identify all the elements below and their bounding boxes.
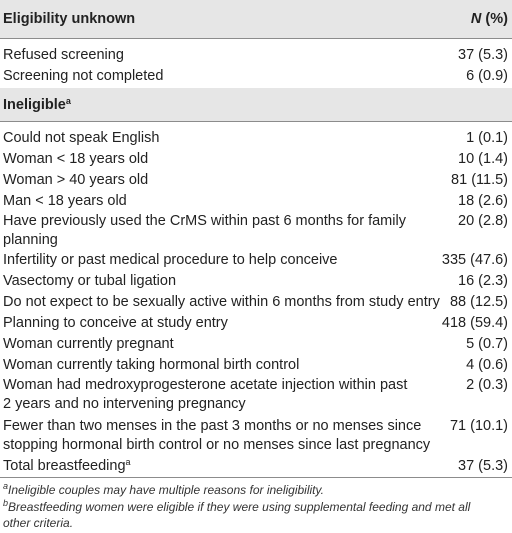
row-value: 81 (11.5) [451, 172, 508, 188]
row-label-cont: planning [3, 232, 58, 248]
row-label: Woman currently pregnant [3, 336, 174, 352]
row-label: Man < 18 years old [3, 193, 127, 209]
bottom-rule [0, 477, 512, 478]
row-label: Planning to conceive at study entry [3, 315, 228, 331]
row-value: 1 (0.1) [466, 130, 508, 146]
row-label: Refused screening [3, 47, 124, 63]
row-value: 335 (47.6) [441, 252, 508, 268]
row-value: 88 (12.5) [449, 294, 508, 310]
total-row-value: 37 (5.3) [458, 458, 508, 474]
row-value: 2 (0.3) [466, 377, 508, 393]
row-label: Screening not completed [3, 68, 164, 84]
footnote-b: bBreastfeeding women were eligible if th… [3, 498, 471, 515]
footnote-a: aIneligible couples may have multiple re… [3, 481, 324, 498]
row-value: 16 (2.3) [458, 273, 508, 289]
row-label-cont: stopping hormonal birth control or no me… [3, 437, 431, 453]
row-value: 6 (0.9) [466, 68, 508, 84]
section-rule [0, 121, 512, 122]
header-eligibility-unknown: Eligibility unknown [3, 11, 136, 27]
row-value: 10 (1.4) [458, 151, 508, 167]
row-label: Woman had medroxyprogesterone acetate in… [3, 377, 408, 393]
row-label-cont: 2 years and no intervening pregnancy [3, 396, 246, 412]
row-label: Do not expect to be sexually active with… [3, 294, 440, 310]
row-value: 5 (0.7) [466, 336, 508, 352]
row-value: 20 (2.8) [458, 213, 508, 229]
header-n-percent: N (%) [470, 11, 508, 27]
row-label: Woman < 18 years old [3, 151, 149, 167]
row-value: 18 (2.6) [458, 193, 508, 209]
row-label: Have previously used the CrMS within pas… [3, 213, 406, 229]
row-label: Fewer than two menses in the past 3 mont… [3, 418, 422, 434]
row-value: 71 (10.1) [449, 418, 508, 434]
row-label: Woman > 40 years old [3, 172, 149, 188]
total-row-label: Total breastfeedinga [3, 457, 131, 475]
row-label: Vasectomy or tubal ligation [3, 273, 177, 289]
row-label: Could not speak English [3, 130, 160, 146]
row-value: 37 (5.3) [458, 47, 508, 63]
ineligible-band [0, 88, 512, 121]
row-label: Woman currently taking hormonal birth co… [3, 357, 300, 373]
row-label: Infertility or past medical procedure to… [3, 252, 338, 268]
header-rule [0, 38, 512, 39]
row-value: 418 (59.4) [441, 315, 508, 331]
footnote-b-cont: other criteria. [3, 516, 74, 530]
section-ineligible: Ineligiblea [3, 96, 71, 114]
header-band [0, 0, 512, 38]
row-value: 4 (0.6) [466, 357, 508, 373]
